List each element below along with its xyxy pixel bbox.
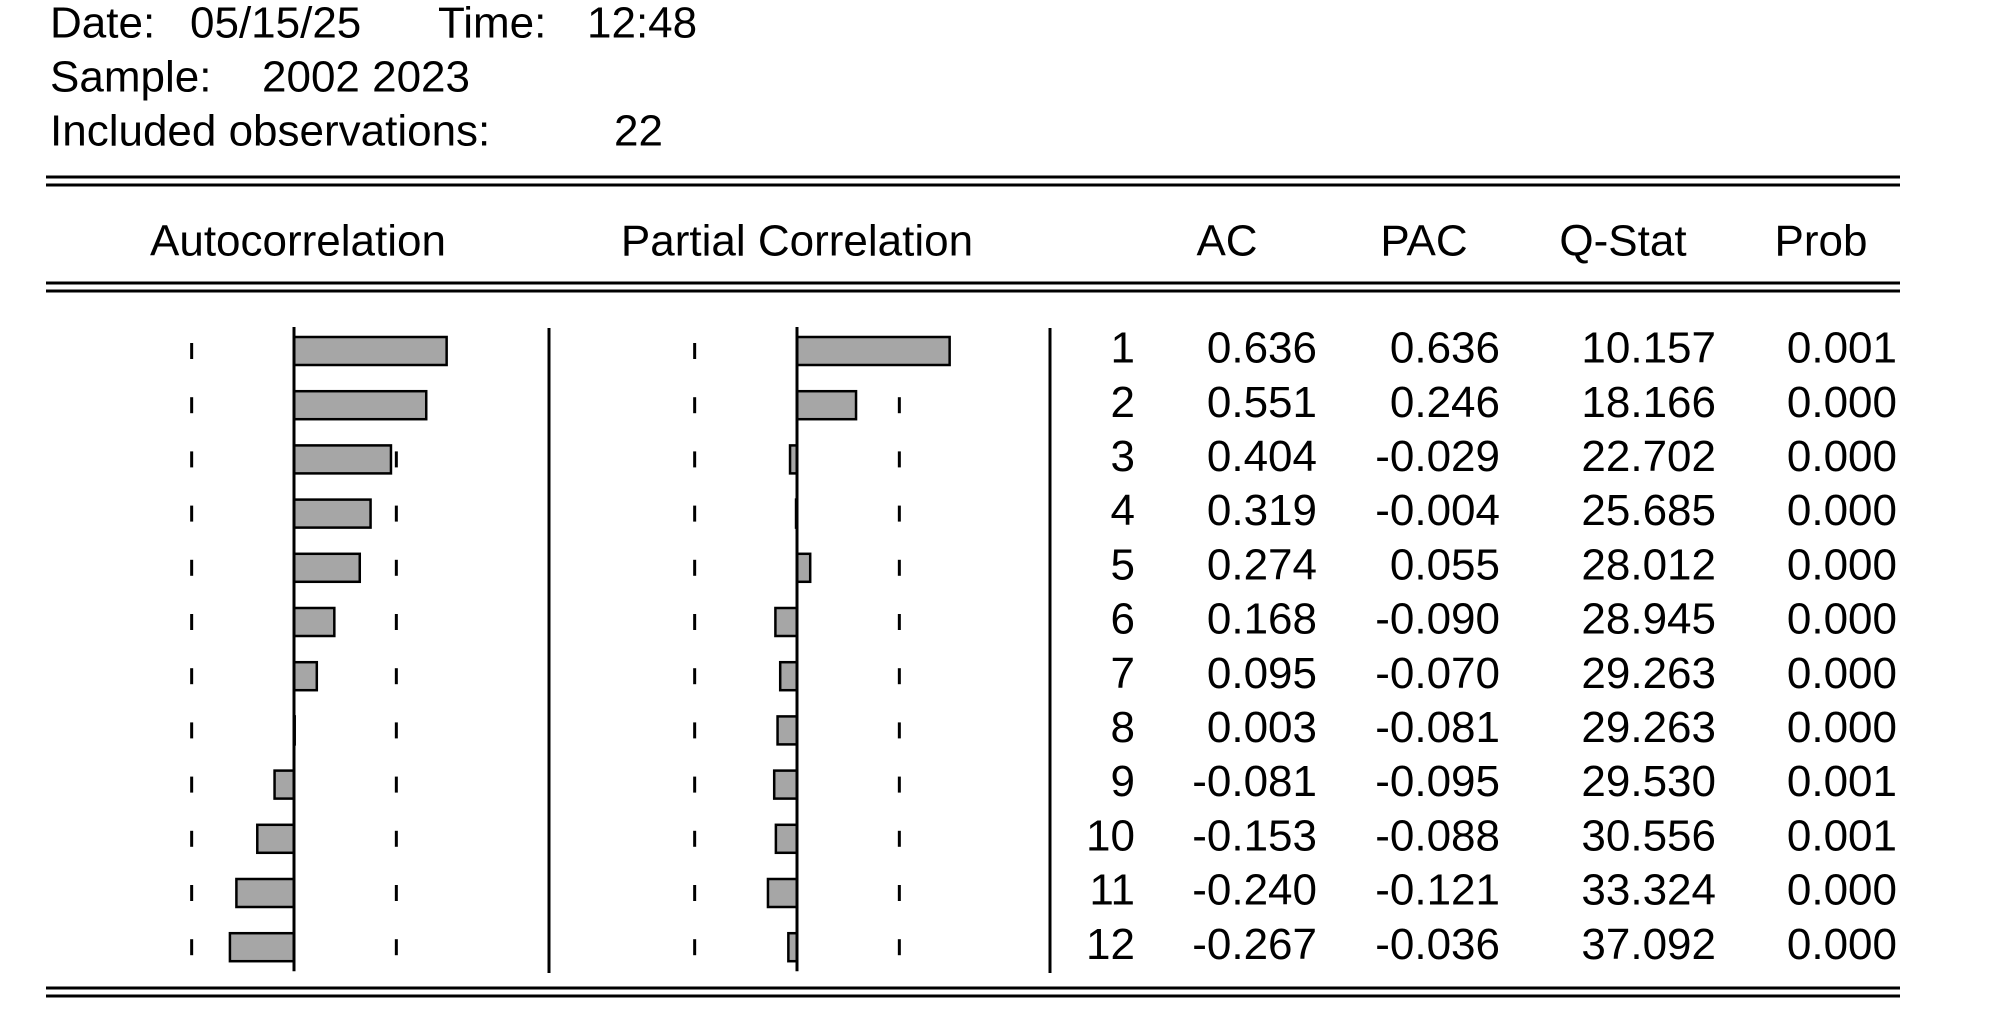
column-header: Prob <box>1775 217 1868 266</box>
cell: 0.001 <box>1787 811 1897 860</box>
cell: -0.090 <box>1375 595 1500 644</box>
ac-bar <box>228 931 296 963</box>
cell: 1 <box>1111 324 1135 373</box>
cell: 10 <box>1086 811 1135 860</box>
cell: 0.000 <box>1787 595 1897 644</box>
cell: 28.012 <box>1581 540 1716 589</box>
pac-bar <box>772 769 799 800</box>
pac-bar <box>774 823 799 855</box>
date: 05/15/25 <box>190 0 361 48</box>
cell: 0.274 <box>1207 540 1317 589</box>
ac-bar <box>292 444 393 475</box>
pac-bar <box>795 335 951 367</box>
cell: 0.095 <box>1207 649 1317 698</box>
column-header: AC <box>1196 217 1257 266</box>
cell: 7 <box>1111 649 1135 698</box>
cell: 28.945 <box>1581 595 1716 644</box>
ac-bar <box>292 606 336 638</box>
ac-bar <box>292 660 319 692</box>
cell: -0.267 <box>1192 920 1317 969</box>
cell: 8 <box>1111 703 1135 752</box>
cell: 11 <box>1089 866 1135 915</box>
column-header: Q-Stat <box>1559 217 1686 266</box>
obs-label: Included observations: <box>50 107 490 156</box>
ac-bar <box>273 769 296 800</box>
cell: 5 <box>1111 540 1135 589</box>
cell: 0.000 <box>1787 703 1897 752</box>
cell: 29.530 <box>1581 757 1716 806</box>
sample-label: Sample: <box>50 53 211 102</box>
cell: 29.263 <box>1581 703 1716 752</box>
cell: 10.157 <box>1581 324 1716 373</box>
pac-bar <box>795 552 812 584</box>
pac-bar <box>766 877 799 909</box>
cell: -0.240 <box>1192 866 1317 915</box>
column-header: Autocorrelation <box>150 217 446 266</box>
cell: 0.000 <box>1787 540 1897 589</box>
ac-bar <box>256 823 296 855</box>
column-header: Partial Correlation <box>621 217 973 266</box>
cell: 0.003 <box>1207 703 1317 752</box>
time: 12:48 <box>587 0 697 48</box>
cell: 6 <box>1111 595 1135 644</box>
cell: 0.636 <box>1390 324 1500 373</box>
cell: 18.166 <box>1581 378 1716 427</box>
cell: -0.070 <box>1375 649 1500 698</box>
cell: 4 <box>1111 486 1135 535</box>
cell: 29.263 <box>1581 649 1716 698</box>
pac-bar <box>776 715 799 746</box>
cell: -0.036 <box>1375 920 1500 969</box>
pac-bar <box>774 606 799 638</box>
cell: 0.168 <box>1207 595 1317 644</box>
cell: 0.636 <box>1207 324 1317 373</box>
cell: 0.001 <box>1787 757 1897 806</box>
cell: 0.000 <box>1787 866 1897 915</box>
ac-bar <box>292 498 372 529</box>
cell: 25.685 <box>1581 486 1716 535</box>
cell: 3 <box>1111 432 1135 481</box>
date-label: Date: <box>50 0 155 48</box>
sample: 2002 2023 <box>262 53 470 102</box>
cell: 12 <box>1086 920 1135 969</box>
cell: 2 <box>1111 378 1135 427</box>
cell: -0.004 <box>1375 486 1500 535</box>
time-label: Time: <box>438 0 546 48</box>
cell: -0.029 <box>1375 432 1500 481</box>
cell: 9 <box>1111 757 1135 806</box>
cell: -0.088 <box>1375 811 1500 860</box>
ac-bar <box>292 552 362 584</box>
ac-bar <box>292 335 448 367</box>
pac-bar <box>795 389 858 421</box>
cell: -0.153 <box>1192 811 1317 860</box>
obs: 22 <box>614 107 663 156</box>
column-header: PAC <box>1380 217 1467 266</box>
cell: 30.556 <box>1581 811 1716 860</box>
ac-bar <box>292 389 428 421</box>
cell: 0.000 <box>1787 486 1897 535</box>
cell: 0.055 <box>1390 540 1500 589</box>
cell: 0.000 <box>1787 432 1897 481</box>
cell: 0.319 <box>1207 486 1317 535</box>
cell: -0.081 <box>1192 757 1317 806</box>
cell: 0.246 <box>1390 378 1500 427</box>
cell: 0.551 <box>1207 378 1317 427</box>
cell: 0.000 <box>1787 378 1897 427</box>
cell: 0.001 <box>1787 324 1897 373</box>
cell: -0.121 <box>1375 866 1500 915</box>
cell: 37.092 <box>1581 920 1716 969</box>
ac-bar <box>235 877 296 909</box>
cell: -0.095 <box>1375 757 1500 806</box>
cell: 0.000 <box>1787 920 1897 969</box>
cell: -0.081 <box>1375 703 1500 752</box>
cell: 22.702 <box>1581 432 1716 481</box>
pac-bar <box>778 660 799 692</box>
cell: 0.404 <box>1207 432 1317 481</box>
cell: 33.324 <box>1581 866 1716 915</box>
cell: 0.000 <box>1787 649 1897 698</box>
